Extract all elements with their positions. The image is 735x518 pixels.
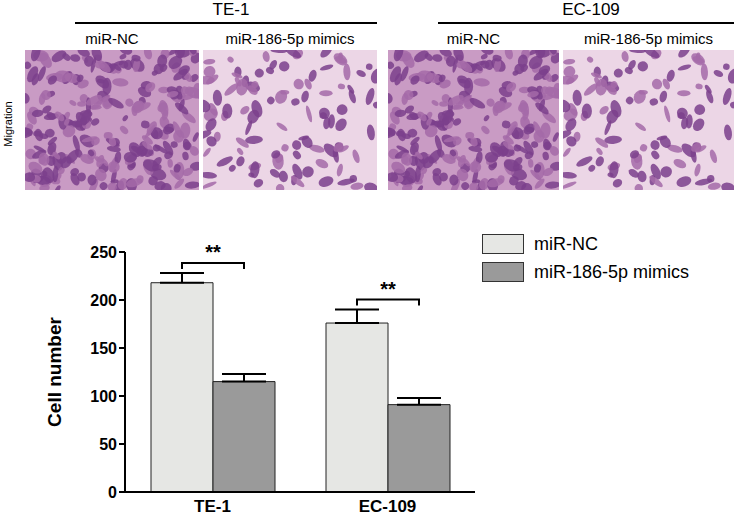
svg-text:0: 0 bbox=[108, 484, 117, 501]
html-text:Migration: Migration bbox=[2, 101, 14, 147]
html-text:miR-186-5p mimics: miR-186-5p mimics bbox=[583, 30, 714, 47]
html-text:EC-109: EC-109 bbox=[562, 0, 620, 19]
svg-text:TE-1: TE-1 bbox=[194, 497, 231, 516]
svg-text:200: 200 bbox=[90, 292, 117, 309]
svg-text:100: 100 bbox=[90, 388, 117, 405]
svg-text:**: ** bbox=[205, 241, 221, 263]
svg-text:150: 150 bbox=[90, 340, 117, 357]
svg-text:Cell number: Cell number bbox=[44, 317, 65, 427]
svg-text:250: 250 bbox=[90, 244, 117, 261]
html-text:miR-NC: miR-NC bbox=[534, 233, 598, 254]
svg-text:50: 50 bbox=[99, 436, 117, 453]
svg-text:**: ** bbox=[380, 278, 396, 300]
html-text:miR-186-5p mimics: miR-186-5p mimics bbox=[225, 30, 355, 47]
html-text:miR-NC: miR-NC bbox=[446, 30, 501, 47]
html-text:TE-1: TE-1 bbox=[212, 0, 250, 19]
html-text:miR-186-5p mimics: miR-186-5p mimics bbox=[534, 261, 689, 282]
svg-text:EC-109: EC-109 bbox=[359, 497, 417, 516]
html-text:miR-NC: miR-NC bbox=[85, 30, 139, 47]
